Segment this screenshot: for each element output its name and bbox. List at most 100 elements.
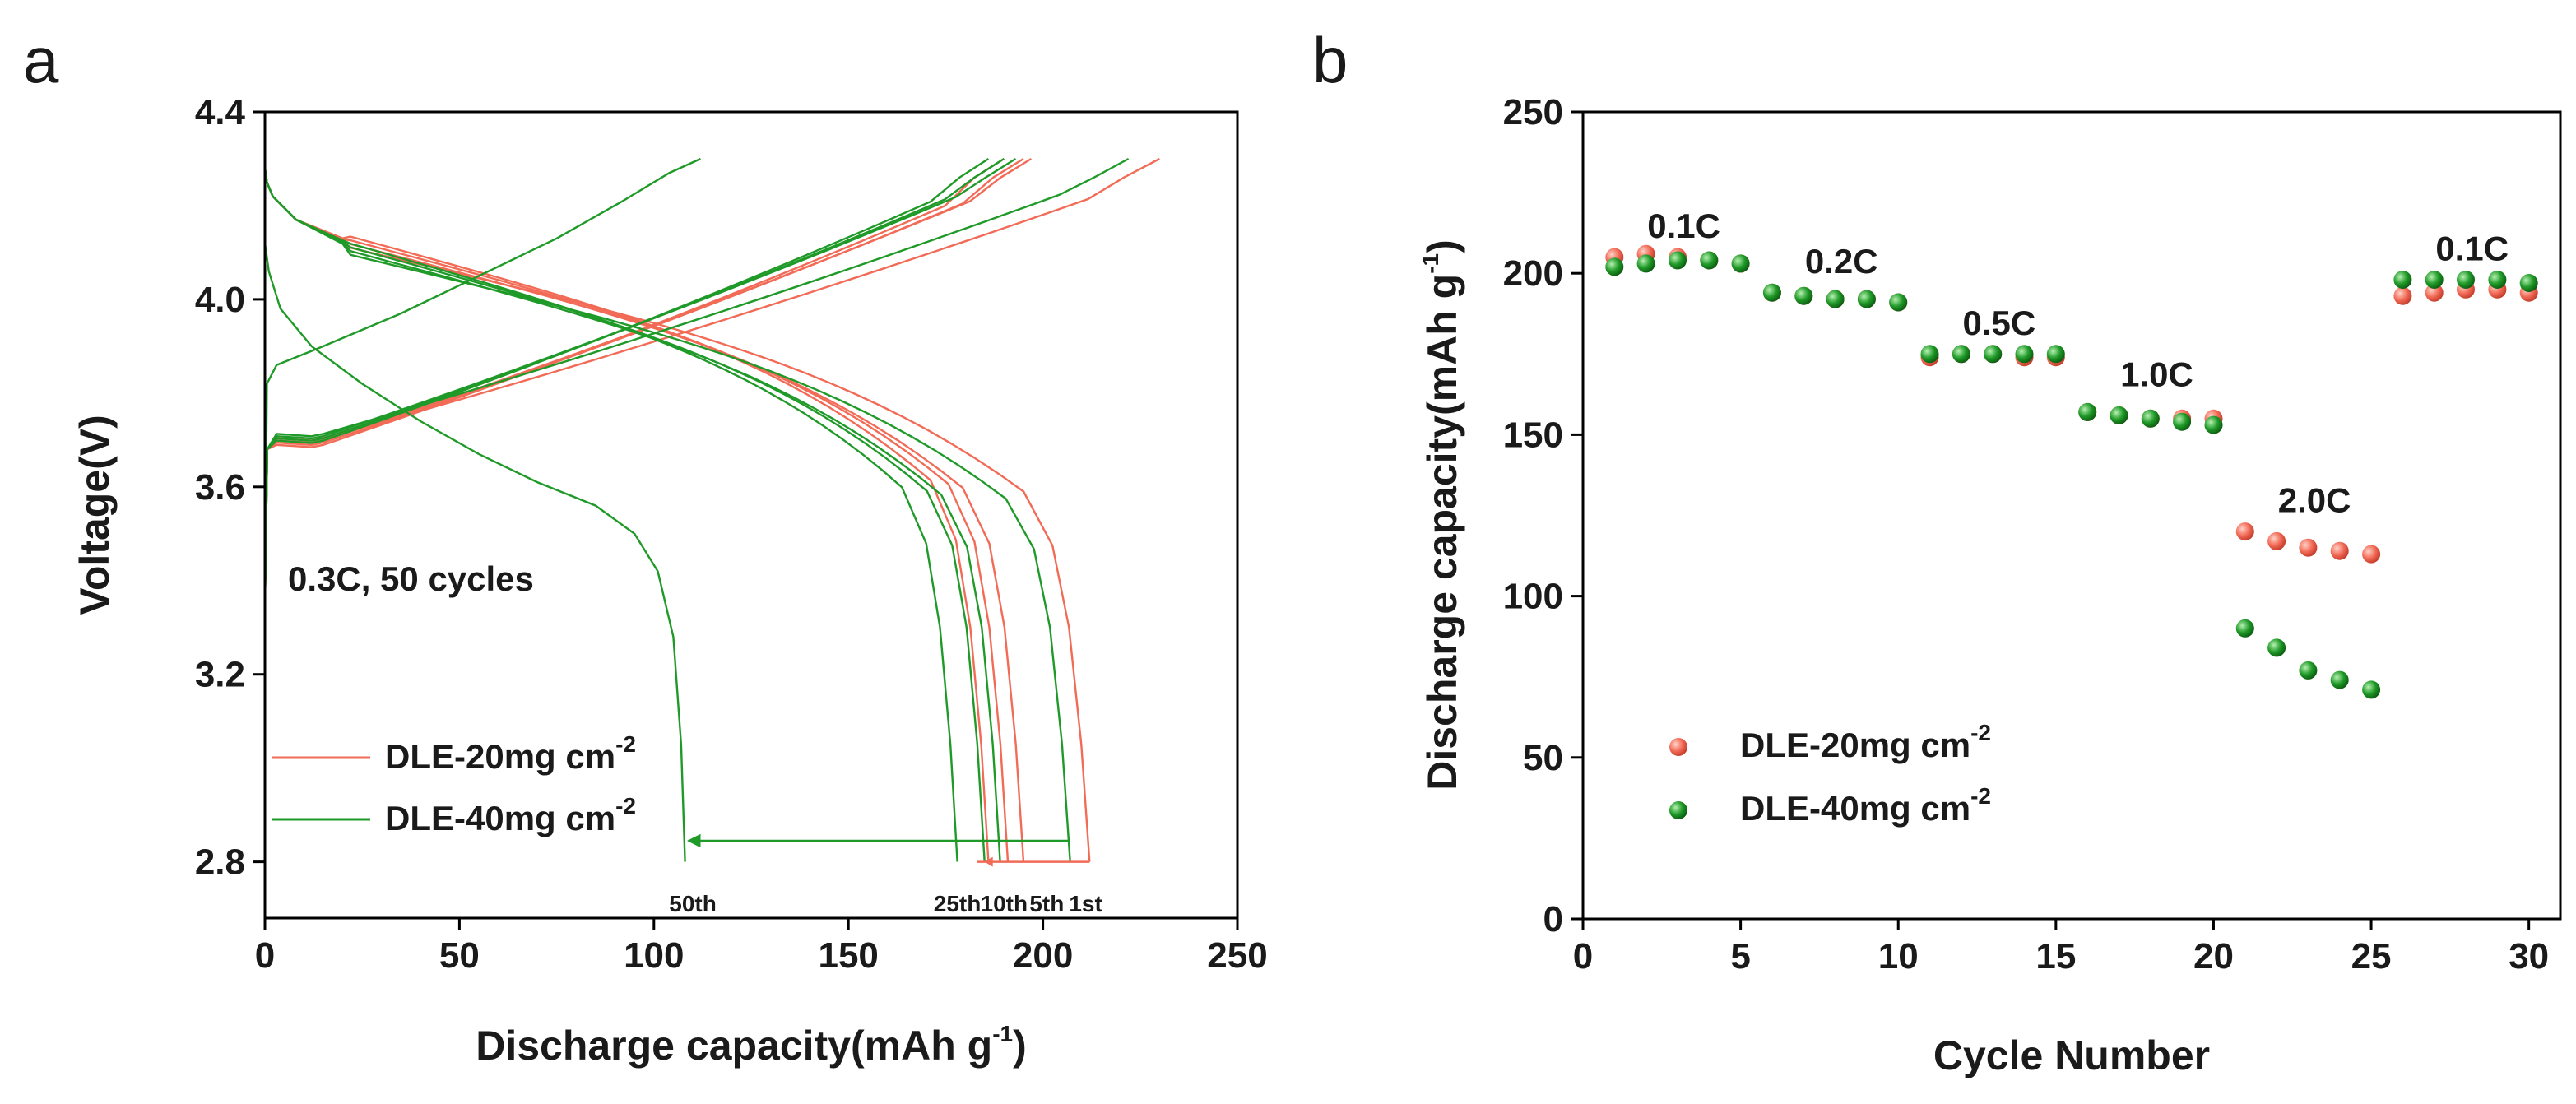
point-green-cycle-4: [1700, 251, 1719, 270]
discharge-curve-green-5: [263, 168, 1001, 862]
charge-curve-red-3: [263, 157, 1005, 605]
point-red-cycle-26: [2393, 286, 2412, 305]
b-plot-frame: [1581, 110, 2562, 921]
point-red-cycle-22: [2267, 531, 2286, 550]
point-green-cycle-15: [2046, 345, 2065, 364]
discharge-curve-red-1: [263, 168, 1025, 862]
rate-label-0.5C: 0.5C: [1962, 304, 2035, 342]
b-y-tick-label: 50: [1523, 738, 1563, 778]
point-green-cycle-10: [1889, 293, 1908, 312]
b-y-tick-label: 0: [1543, 899, 1563, 939]
b-xlabel: Cycle Number: [1933, 1032, 2210, 1078]
charge-curve-red-1: [263, 157, 1033, 605]
cycle-label-50th: 50th: [669, 891, 717, 916]
a-annotation: 0.3C, 50 cycles: [288, 559, 534, 598]
a-ticks: 0 50 100 150 200 250 2.8 3.2 3.6 4.0 4.4: [195, 92, 1268, 976]
charge-curve-green-5: [263, 157, 1017, 605]
cycle-label-10th: 10th: [981, 891, 1028, 916]
a-x-tick-label: 200: [1013, 935, 1073, 976]
a-xlabel: Discharge capacity(mAh g-1): [476, 1021, 1027, 1069]
point-green-cycle-20: [2204, 415, 2223, 434]
a-x-tick-label: 150: [818, 935, 878, 976]
a-y-tick-label: 4.0: [195, 280, 245, 320]
chart-b: 0 5 10 15 20 25 30 0 50 100 150 200 250 0.1C 0.2C 0.5C…: [1418, 92, 2562, 1078]
point-green-cycle-7: [1794, 286, 1813, 305]
point-green-cycle-5: [1731, 254, 1750, 273]
point-green-cycle-28: [2457, 271, 2475, 289]
point-green-cycle-6: [1762, 283, 1781, 302]
discharge-curve-green-6: [263, 168, 986, 862]
b-x-tick-label: 5: [1730, 936, 1750, 976]
a-ylabel: Voltage(V): [72, 415, 118, 615]
b-x-tick-label: 0: [1573, 936, 1593, 976]
charge-curve-green-8: [263, 157, 701, 605]
b-y-tick-label: 200: [1503, 253, 1563, 294]
rate-label-0.2C: 0.2C: [1805, 242, 1878, 281]
discharge-curve-green-4: [263, 168, 1071, 862]
point-green-cycle-29: [2488, 271, 2507, 289]
panel-letter-b: b: [1312, 24, 1348, 96]
point-red-cycle-23: [2299, 538, 2318, 557]
a-y-tick-label: 3.6: [195, 467, 245, 508]
point-green-cycle-2: [1636, 254, 1655, 273]
discharge-curve-red-3: [263, 168, 990, 862]
point-red-cycle-27: [2425, 283, 2444, 302]
a-cycle-labels: 50th 25th 10th 5th 1st: [669, 891, 1102, 916]
b-legend-marker-20: [1669, 738, 1687, 756]
charge-curve-red-0: [263, 157, 1160, 605]
point-green-cycle-27: [2425, 271, 2444, 289]
b-x-tick-label: 15: [2035, 936, 2076, 976]
b-legend-label-20: DLE-20mg cm-2: [1740, 720, 1991, 764]
cycle-label-5th: 5th: [1029, 891, 1064, 916]
b-legend-label-40: DLE-40mg cm-2: [1740, 783, 1991, 828]
a-legend-label-20: DLE-20mg cm-2: [385, 731, 636, 776]
point-green-cycle-9: [1857, 290, 1876, 308]
charge-curve-red-2: [263, 157, 1024, 605]
charge-curve-green-6: [263, 157, 1005, 605]
a-cycle-arrow: [686, 833, 1090, 867]
point-green-cycle-22: [2267, 638, 2286, 657]
discharge-curve-green-8: [263, 243, 686, 862]
b-points: [1605, 244, 2538, 699]
b-y-tick-label: 250: [1503, 92, 1563, 132]
point-red-cycle-24: [2330, 541, 2349, 560]
point-green-cycle-8: [1826, 290, 1845, 308]
point-green-cycle-23: [2299, 661, 2318, 680]
panel-letter-a: a: [23, 24, 59, 96]
point-green-cycle-30: [2519, 274, 2538, 292]
b-x-tick-label: 20: [2193, 936, 2234, 976]
cycle-arrow-head-red: [984, 856, 993, 867]
point-green-cycle-19: [2173, 412, 2192, 431]
b-rate-labels: 0.1C 0.2C 0.5C 1.0C 2.0C 0.1C: [1647, 206, 2509, 520]
charge-curve-green-7: [263, 157, 990, 605]
rate-label-0.1C: 0.1C: [1647, 206, 1720, 245]
point-green-cycle-26: [2393, 271, 2412, 289]
a-y-tick-label: 2.8: [195, 842, 245, 883]
point-green-cycle-1: [1605, 257, 1624, 276]
point-green-cycle-11: [1920, 345, 1939, 364]
point-green-cycle-24: [2330, 670, 2349, 689]
a-legend-label-40: DLE-40mg cm-2: [385, 793, 636, 837]
discharge-curve-red-2: [263, 168, 1010, 862]
a-x-tick-label: 50: [439, 935, 480, 976]
discharge-curve-green-7: [263, 168, 958, 862]
b-x-tick-label: 30: [2509, 936, 2549, 976]
point-green-cycle-21: [2235, 619, 2254, 638]
a-y-tick-label: 3.2: [195, 655, 245, 695]
b-y-tick-label: 100: [1503, 577, 1563, 617]
point-green-cycle-3: [1669, 251, 1687, 270]
a-x-tick-label: 250: [1207, 935, 1267, 976]
point-green-cycle-12: [1952, 345, 1970, 364]
rate-label-1.0C: 1.0C: [2120, 355, 2193, 394]
point-green-cycle-16: [2078, 402, 2097, 421]
cycle-label-1st: 1st: [1069, 891, 1102, 916]
a-plot-frame: [263, 110, 1239, 920]
point-red-cycle-25: [2362, 545, 2381, 564]
b-legend: DLE-20mg cm-2 DLE-40mg cm-2: [1669, 720, 1991, 828]
point-green-cycle-14: [2015, 345, 2034, 364]
b-x-tick-label: 25: [2351, 936, 2392, 976]
point-green-cycle-25: [2362, 680, 2381, 699]
a-y-tick-label: 4.4: [195, 92, 246, 132]
charge-curve-green-4: [263, 157, 1130, 605]
a-legend: DLE-20mg cm-2 DLE-40mg cm-2: [272, 731, 636, 837]
